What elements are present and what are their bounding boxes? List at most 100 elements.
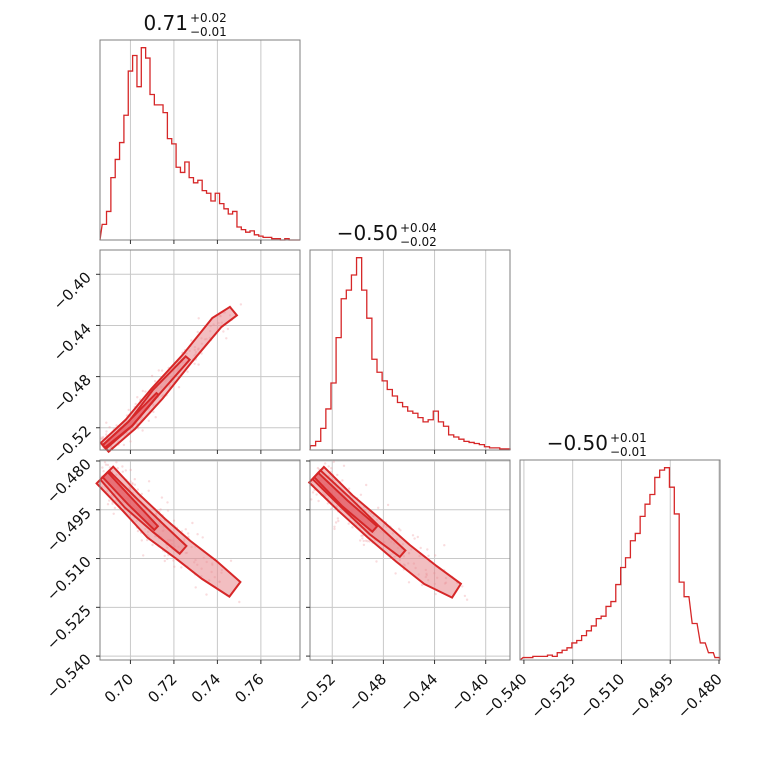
scatter-point [140, 539, 143, 542]
scatter-point [196, 330, 199, 334]
scatter-point [324, 462, 327, 465]
ytick-label-row2: −0.510 [43, 553, 95, 605]
scatter-point [196, 533, 199, 536]
scatter-point [129, 480, 132, 483]
scatter-point [113, 506, 117, 510]
panel-frame-p20 [99, 459, 301, 661]
scatter-point [315, 493, 318, 496]
scatter-point [166, 557, 169, 561]
scatter-point [359, 493, 363, 496]
ytick-label-row1: −0.48 [50, 371, 95, 416]
scatter-point [360, 534, 363, 537]
xtick-label-col2: −0.525 [528, 670, 580, 722]
scatter-point [317, 499, 320, 503]
scatter-point [105, 430, 108, 433]
ytick-label-row1: −0.52 [50, 422, 95, 467]
scatter-point [129, 440, 132, 443]
scatter-point [172, 519, 176, 522]
panel-title-param2: −0.50 +0.01−0.01 [547, 431, 647, 459]
panel-title-param0: 0.71 +0.02−0.01 [143, 11, 226, 39]
contour-core-p20 [101, 470, 160, 532]
xtick-label-col1: −0.48 [345, 670, 390, 715]
scatter-point [154, 416, 157, 419]
scatter-point [115, 461, 118, 464]
scatter-point [359, 539, 362, 542]
title-upper-error: +0.04 [400, 221, 437, 235]
scatter-point [197, 363, 200, 366]
panel-frame-p21 [309, 459, 511, 661]
scatter-point [330, 507, 333, 511]
scatter-point [238, 600, 241, 604]
panel-frame-diag0 [99, 39, 301, 241]
scatter-point [103, 461, 107, 464]
scatter-point [194, 586, 197, 589]
scatter-point [129, 468, 132, 472]
grid-diag0 [129, 40, 262, 240]
scatter-point [347, 487, 351, 490]
scatter-point [160, 369, 164, 372]
scatter-point [136, 396, 139, 399]
scatter-point [151, 543, 154, 547]
scatter-point [197, 317, 200, 320]
panel-frame-p10 [99, 249, 301, 451]
scatter-point [330, 467, 333, 470]
scatter-point [136, 529, 140, 533]
scatter-point [184, 528, 187, 531]
grid-diag1 [331, 250, 487, 450]
xtick-label-col0: 0.74 [188, 670, 224, 706]
scatter-point [394, 572, 397, 575]
title-value: −0.50 [547, 431, 608, 455]
title-upper-error: +0.02 [190, 11, 227, 25]
scatter-point [152, 410, 155, 414]
xtick-label-col0: 0.72 [144, 670, 180, 706]
scatter-point [140, 492, 143, 496]
scatter-point [147, 419, 150, 422]
scatter-point [419, 546, 422, 550]
scatter-point [377, 506, 380, 509]
scatter-point [180, 566, 183, 569]
scatter-point [116, 467, 120, 470]
scatter-point [187, 532, 190, 535]
scatter-point [327, 465, 330, 468]
xtick-label-col1: −0.44 [396, 670, 441, 715]
scatter-point [153, 380, 157, 383]
scatter-point [108, 499, 111, 502]
ytick-label-row2: −0.480 [43, 455, 95, 507]
scatter-point [326, 502, 329, 505]
scatter-point [334, 521, 338, 524]
scatter-point [362, 539, 365, 543]
contour-core-p21 [312, 471, 379, 534]
scatter-point [461, 585, 464, 588]
grid-diag2 [523, 460, 720, 660]
scatter-point [347, 522, 350, 525]
scatter-point [427, 554, 430, 557]
scatter-point [131, 481, 134, 485]
scatter-point [333, 525, 336, 528]
scatter-point [101, 466, 104, 469]
scatter-point [122, 443, 126, 447]
scatter-point [366, 540, 369, 543]
title-lower-error: −0.01 [190, 25, 227, 39]
ytick-label-row2: −0.525 [43, 601, 95, 653]
scatter-point [362, 543, 366, 547]
xtick-label-col0: 0.70 [101, 670, 137, 706]
panel-frame-diag2 [519, 459, 721, 661]
scatter-point [131, 483, 134, 486]
histogram-param0 [99, 47, 300, 241]
scatter-point [159, 508, 162, 511]
scatter-point [200, 352, 203, 355]
scatter-point [111, 502, 114, 505]
scatter-point [121, 465, 124, 468]
scatter-point [150, 374, 154, 378]
scatter-point [311, 491, 315, 494]
panel-title-param1: −0.50 +0.04−0.02 [337, 221, 437, 249]
panel-frame-diag1 [309, 249, 511, 451]
title-value: 0.71 [143, 11, 188, 35]
scatter-point [226, 327, 230, 331]
scatter-point [136, 427, 140, 430]
scatter-point [333, 527, 336, 531]
xtick-label-col1: −0.52 [294, 670, 339, 715]
scatter-point [102, 435, 105, 439]
scatter-point [201, 536, 204, 539]
